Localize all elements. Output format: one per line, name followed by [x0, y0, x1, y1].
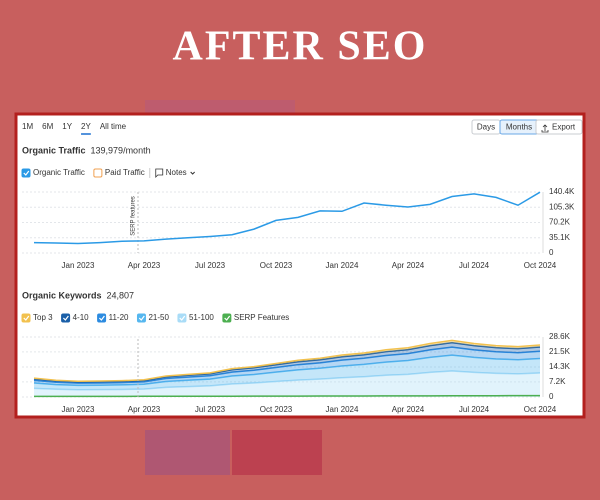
legend-checkbox[interactable]	[61, 313, 71, 323]
keyword-line	[33, 339, 541, 383]
toolbar: 1M 6M 1Y 2Y All time Days Months Export	[22, 119, 583, 135]
x-tick-label: Apr 2023	[128, 405, 161, 414]
legend-checkbox[interactable]	[21, 313, 31, 323]
x-tick-label: Oct 2024	[524, 405, 557, 414]
legend-label: 11-20	[109, 313, 129, 322]
x-tick-label: Apr 2024	[392, 405, 425, 414]
y-tick-label: 0	[549, 392, 554, 401]
x-tick-label: Oct 2023	[260, 405, 293, 414]
legend-label: 21-50	[148, 313, 169, 322]
export-label: Export	[552, 123, 576, 132]
chart-total: 24,807	[107, 290, 135, 300]
check-mark	[62, 315, 69, 321]
keyword-line	[33, 370, 541, 391]
check-mark	[98, 315, 105, 321]
check-mark	[224, 315, 231, 321]
check-mark	[138, 315, 145, 321]
charts: Organic Traffic 139,979/month Organic Traf…	[21, 145, 575, 414]
x-tick-label: Jan 2024	[326, 405, 359, 414]
range-button[interactable]: All time	[100, 122, 127, 131]
legend-label: Organic Traffic	[33, 168, 85, 177]
y-tick-label: 21.5K	[549, 347, 571, 356]
range-button[interactable]: 2Y	[81, 122, 91, 131]
chart-title: Organic Traffic	[22, 145, 86, 155]
x-tick-label: Jul 2023	[195, 405, 226, 414]
serp-line	[34, 394, 541, 398]
x-tick-label: Apr 2024	[392, 261, 425, 270]
notes-label[interactable]: Notes	[166, 168, 187, 177]
blurred-block	[145, 100, 295, 116]
legend-checkbox[interactable]	[222, 313, 232, 323]
blurred-block	[145, 430, 230, 475]
notes-icon	[155, 168, 164, 178]
y-tick-label: 70.2K	[549, 218, 571, 227]
check-mark	[23, 315, 30, 321]
notes-caret	[190, 171, 196, 175]
export-icon	[541, 124, 549, 133]
annotation-text: SERP features	[131, 196, 137, 236]
export-button[interactable]	[535, 119, 583, 135]
legend-checkbox[interactable]	[177, 313, 187, 323]
legend-label: Paid Traffic	[105, 168, 145, 177]
legend-checkbox[interactable]	[21, 168, 31, 178]
x-tick-label: Jan 2023	[62, 261, 95, 270]
x-tick-label: Jul 2024	[459, 261, 490, 270]
x-tick-label: Jul 2023	[195, 261, 226, 270]
keyword-area	[34, 370, 540, 397]
traffic-line	[33, 191, 541, 245]
legend-label: Top 3	[33, 313, 53, 322]
legend-checkbox[interactable]	[97, 313, 107, 323]
keyword-area	[34, 355, 540, 390]
x-tick-label: Jul 2024	[459, 405, 490, 414]
view-label: Months	[506, 123, 532, 132]
legend-label: 4-10	[73, 313, 90, 322]
chart-title: Organic Keywords	[22, 290, 102, 300]
check-mark	[179, 315, 186, 321]
range-button[interactable]: 6M	[42, 122, 53, 131]
check-mark	[23, 170, 30, 176]
x-tick-label: Jan 2023	[62, 405, 95, 414]
keyword-line	[33, 354, 541, 387]
y-tick-label: 0	[549, 248, 554, 257]
range-button[interactable]: 1M	[22, 122, 33, 131]
range-button[interactable]: 1Y	[62, 122, 72, 131]
x-tick-label: Jan 2024	[326, 261, 359, 270]
keyword-line	[33, 346, 541, 384]
y-tick-label: 7.2K	[549, 377, 566, 386]
view-label: Days	[477, 123, 495, 132]
y-tick-label: 35.1K	[549, 233, 571, 242]
chart-total: 139,979/month	[91, 145, 151, 155]
x-tick-label: Apr 2023	[128, 261, 161, 270]
blurred-block	[232, 430, 322, 475]
y-tick-label: 28.6K	[549, 332, 571, 341]
legend-label: 51-100	[189, 313, 214, 322]
page-title: AFTER SEO	[173, 24, 428, 70]
legend-checkbox[interactable]	[136, 313, 146, 323]
legend-checkbox[interactable]	[93, 168, 103, 178]
y-tick-label: 14.3K	[549, 362, 571, 371]
y-tick-label: 105.3K	[549, 202, 575, 211]
y-tick-label: 140.4K	[549, 187, 575, 196]
x-tick-label: Oct 2024	[524, 261, 557, 270]
x-tick-label: Oct 2023	[260, 261, 293, 270]
legend-label: SERP Features	[234, 313, 289, 322]
